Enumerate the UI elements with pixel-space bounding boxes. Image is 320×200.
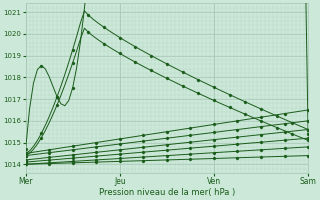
- X-axis label: Pression niveau de la mer( hPa ): Pression niveau de la mer( hPa ): [99, 188, 235, 197]
